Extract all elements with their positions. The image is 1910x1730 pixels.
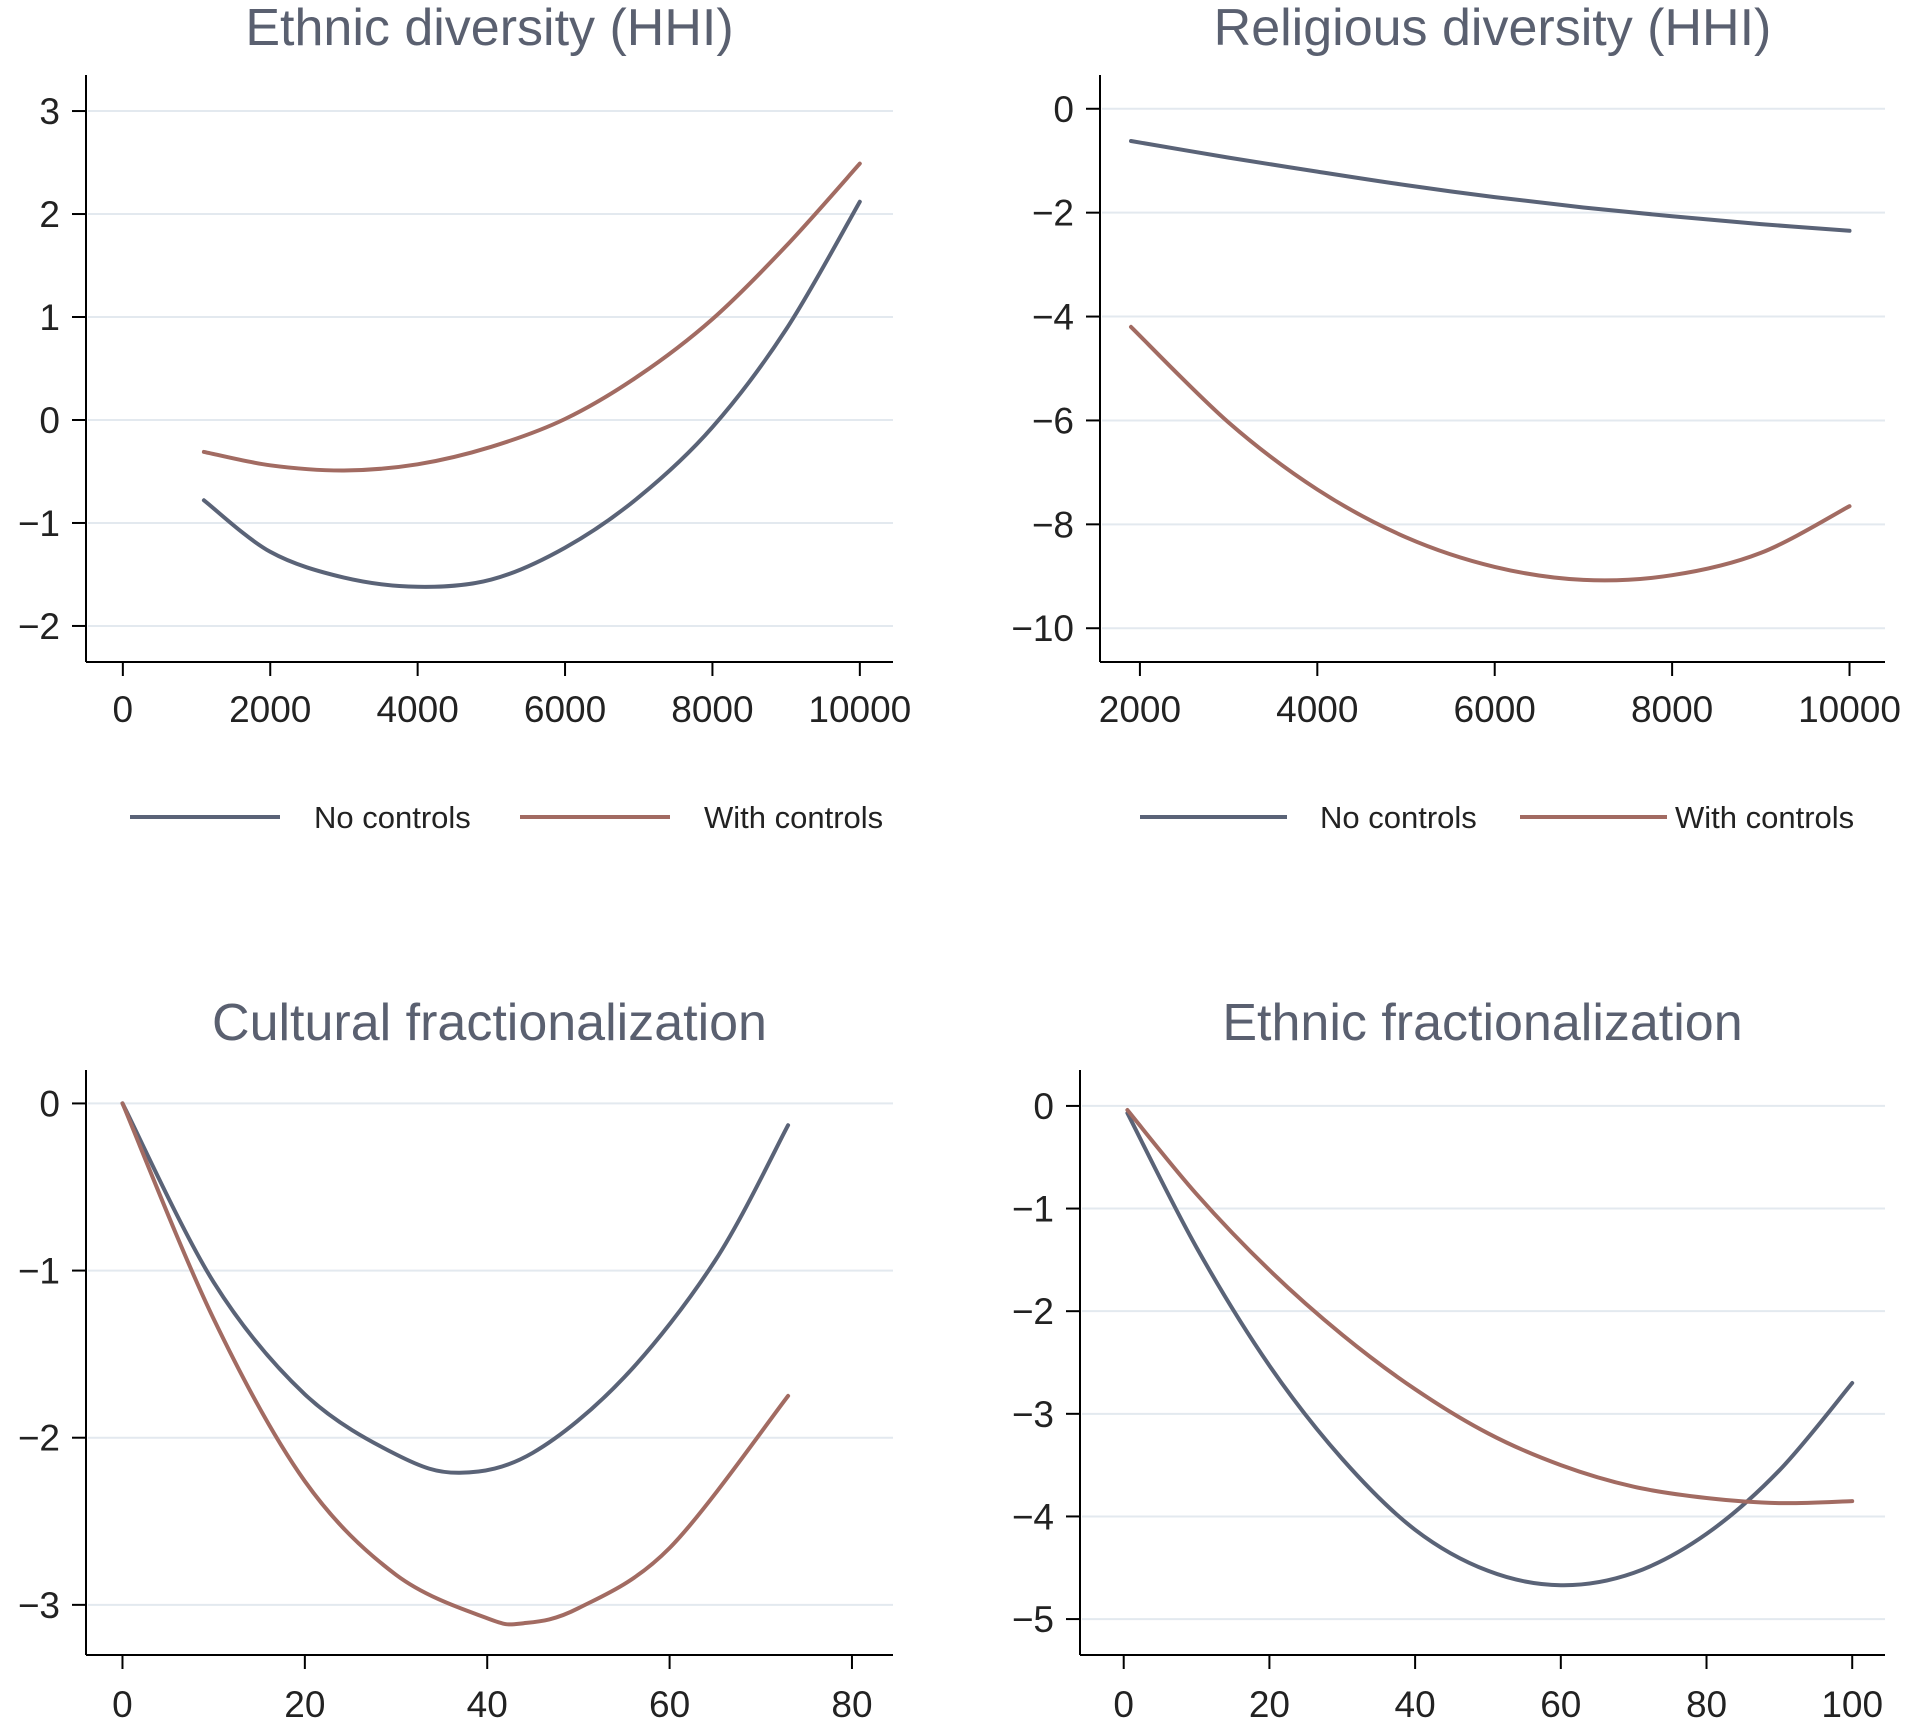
series-line-with-controls: [201, 161, 862, 473]
series-line-with-controls: [120, 1101, 791, 1627]
y-tick-label: −1: [18, 1251, 60, 1292]
x-tick-label: 20: [284, 1684, 325, 1725]
series-line-with-controls: [1129, 324, 1852, 583]
x-tick-label: 8000: [1631, 689, 1713, 730]
legend-label: With controls: [1675, 800, 1854, 835]
series-line-with-controls: [1125, 1108, 1855, 1506]
series-line-no-controls: [201, 199, 862, 589]
series-line-no-controls: [120, 1101, 791, 1475]
series-line-no-controls: [1125, 1111, 1855, 1588]
panel-title: Religious diversity (HHI): [1214, 0, 1772, 57]
x-tick-label: 10000: [808, 689, 911, 730]
x-tick-label: 80: [831, 1684, 872, 1725]
x-tick-label: 4000: [1276, 689, 1358, 730]
x-tick-label: 40: [467, 1684, 508, 1725]
y-tick-label: −8: [1032, 504, 1074, 545]
y-tick-label: −3: [1012, 1394, 1054, 1435]
panel-cultural-fractionalization: −3 −2 −1 0 0 20 40 60 80 Cultural fractionalizati…: [18, 994, 893, 1725]
panel-ethnic-fractionalization: −5 −4 −3 −2 −1 0 0 20 40 60 80 100 Ethnic fractional…: [1012, 994, 1885, 1725]
y-tick-label: −2: [18, 606, 60, 647]
x-tick-label: 6000: [524, 689, 606, 730]
x-tick-label: 20: [1249, 1684, 1290, 1725]
x-tick-label: 0: [113, 689, 134, 730]
panel-title: Ethnic diversity (HHI): [245, 0, 733, 57]
x-tick-label: 60: [1540, 1684, 1581, 1725]
y-tick-label: 1: [39, 297, 60, 338]
y-tick-label: 0: [39, 400, 60, 441]
x-tick-label: 8000: [671, 689, 753, 730]
x-tick-label: 100: [1821, 1684, 1883, 1725]
series-line-no-controls: [1129, 139, 1852, 233]
y-tick-label: −6: [1032, 400, 1074, 441]
x-tick-label: 2000: [1099, 689, 1181, 730]
panel-ethnic-diversity-hhi: −2 −1 0 1 2 3 0 2000 4000 6000 8000 10000 Ethnic div…: [18, 0, 911, 835]
x-tick-label: 10000: [1798, 689, 1901, 730]
x-tick-label: 4000: [376, 689, 458, 730]
y-tick-label: −10: [1011, 608, 1074, 649]
y-tick-label: −4: [1032, 297, 1074, 338]
y-tick-label: −3: [18, 1585, 60, 1626]
y-tick-label: −2: [1032, 193, 1074, 234]
panel-religious-diversity-hhi: −10 −8 −6 −4 −2 0 2000 4000 6000 8000 10000 Religio…: [1011, 0, 1901, 835]
panel-title: Ethnic fractionalization: [1222, 994, 1742, 1052]
y-tick-label: −5: [1012, 1599, 1054, 1640]
y-tick-label: 0: [1033, 1086, 1054, 1127]
y-tick-label: −4: [1012, 1496, 1054, 1537]
y-tick-label: 0: [39, 1083, 60, 1124]
x-tick-label: 60: [649, 1684, 690, 1725]
x-tick-label: 0: [1113, 1684, 1134, 1725]
panel-title: Cultural fractionalization: [212, 994, 767, 1052]
y-tick-label: −2: [1012, 1291, 1054, 1332]
x-tick-label: 80: [1686, 1684, 1727, 1725]
legend-label: No controls: [314, 800, 471, 835]
x-tick-label: 6000: [1454, 689, 1536, 730]
x-tick-label: 0: [112, 1684, 133, 1725]
legend-label: No controls: [1320, 800, 1477, 835]
legend-label: With controls: [704, 800, 883, 835]
y-tick-label: 0: [1053, 89, 1074, 130]
y-tick-label: −2: [18, 1418, 60, 1459]
y-tick-label: −1: [18, 503, 60, 544]
y-tick-label: 3: [39, 91, 60, 132]
x-tick-label: 40: [1395, 1684, 1436, 1725]
x-tick-label: 2000: [229, 689, 311, 730]
y-tick-label: 2: [39, 194, 60, 235]
y-tick-label: −1: [1012, 1189, 1054, 1230]
